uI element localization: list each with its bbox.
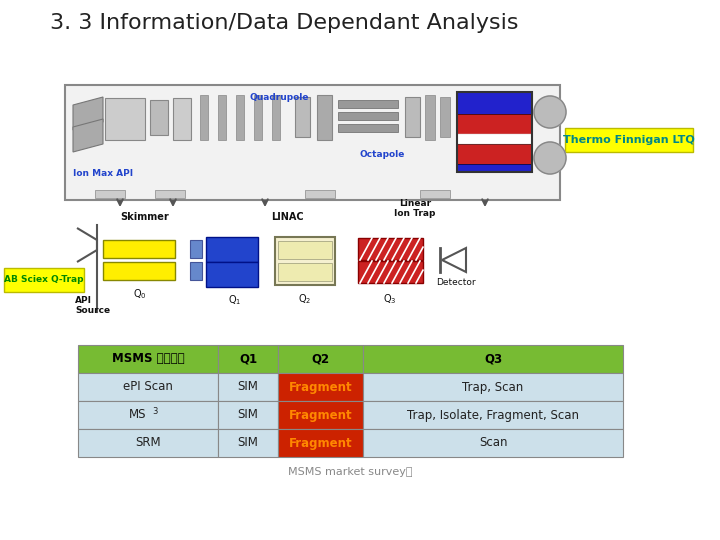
Text: 3: 3	[152, 407, 158, 415]
Bar	[278, 345, 363, 373]
Bar	[155, 190, 185, 198]
Bar	[95, 190, 125, 198]
Bar	[440, 97, 450, 137]
Bar	[363, 345, 623, 373]
Bar	[190, 240, 202, 258]
Bar	[65, 85, 560, 200]
Text: ePI Scan: ePI Scan	[123, 381, 173, 394]
Text: MS: MS	[128, 408, 146, 422]
Bar	[218, 373, 278, 401]
Bar	[338, 100, 398, 108]
Text: Trap, Isolate, Fragment, Scan: Trap, Isolate, Fragment, Scan	[407, 408, 579, 422]
Bar	[272, 95, 280, 140]
Bar	[457, 92, 532, 172]
Text: Thermo Finnigan LTQ: Thermo Finnigan LTQ	[563, 135, 695, 145]
Bar	[278, 429, 363, 457]
Text: 3. 3 Information/Data Dependant Analysis: 3. 3 Information/Data Dependant Analysis	[50, 13, 518, 33]
Bar	[206, 262, 258, 287]
Bar	[425, 95, 435, 140]
Text: Skimmer: Skimmer	[120, 212, 168, 222]
Text: Linear
Ion Trap: Linear Ion Trap	[395, 199, 436, 218]
Text: Q2: Q2	[312, 353, 330, 366]
Bar	[363, 401, 623, 429]
Text: Q3: Q3	[484, 353, 502, 366]
Polygon shape	[73, 97, 103, 130]
Bar	[363, 429, 623, 457]
Text: SIM: SIM	[238, 408, 258, 422]
Text: Octapole: Octapole	[360, 150, 405, 159]
Bar	[278, 401, 363, 429]
Bar	[218, 401, 278, 429]
Bar	[200, 95, 208, 140]
Bar	[275, 237, 335, 285]
Bar	[103, 262, 175, 280]
Text: Q$_2$: Q$_2$	[298, 292, 312, 306]
Bar	[254, 95, 262, 140]
Text: Q$_0$: Q$_0$	[133, 287, 147, 301]
Bar	[218, 429, 278, 457]
Polygon shape	[73, 119, 103, 152]
Bar	[206, 237, 258, 262]
Bar	[218, 95, 226, 140]
Text: Ion Max API: Ion Max API	[73, 169, 133, 178]
Bar	[103, 240, 175, 258]
Bar	[457, 114, 532, 134]
Bar	[105, 98, 145, 140]
Bar	[565, 128, 693, 152]
Bar	[236, 95, 244, 140]
Circle shape	[534, 96, 566, 128]
Text: API
Source: API Source	[75, 295, 110, 315]
Bar	[358, 238, 423, 260]
Text: LINAC: LINAC	[271, 212, 303, 222]
Bar	[190, 262, 202, 280]
Text: SIM: SIM	[238, 381, 258, 394]
Bar	[278, 373, 363, 401]
Bar	[173, 98, 191, 140]
Bar	[338, 124, 398, 132]
Bar	[295, 97, 310, 137]
Text: MSMS market survey용: MSMS market survey용	[288, 467, 413, 477]
Bar	[4, 268, 84, 292]
Bar	[278, 263, 332, 281]
Text: SRM: SRM	[135, 436, 161, 449]
Text: AB Sciex Q-Trap: AB Sciex Q-Trap	[4, 275, 84, 285]
Bar	[420, 190, 450, 198]
Text: Fragment: Fragment	[289, 381, 352, 394]
Text: Q1: Q1	[239, 353, 257, 366]
Circle shape	[534, 142, 566, 174]
Text: Detector: Detector	[436, 278, 476, 287]
Bar	[78, 373, 218, 401]
Text: MSMS 주요기능: MSMS 주요기능	[112, 353, 184, 366]
Bar	[218, 345, 278, 373]
Text: Q$_3$: Q$_3$	[383, 292, 397, 306]
Bar	[457, 92, 532, 114]
Text: Q$_1$: Q$_1$	[228, 293, 242, 307]
Bar	[305, 190, 335, 198]
Bar	[317, 95, 332, 140]
Bar	[78, 401, 218, 429]
Text: Scan: Scan	[479, 436, 508, 449]
Bar	[405, 97, 420, 137]
Bar	[457, 164, 532, 172]
Text: Fragment: Fragment	[289, 408, 352, 422]
Bar	[457, 134, 532, 144]
Bar	[278, 241, 332, 259]
Bar	[150, 100, 168, 135]
Bar	[78, 345, 218, 373]
Bar	[457, 144, 532, 164]
Text: Trap, Scan: Trap, Scan	[462, 381, 523, 394]
Text: Fragment: Fragment	[289, 436, 352, 449]
Bar	[358, 261, 423, 283]
Bar	[338, 112, 398, 120]
Text: Quadrupole: Quadrupole	[250, 93, 310, 102]
Text: SIM: SIM	[238, 436, 258, 449]
Bar	[78, 429, 218, 457]
Bar	[363, 373, 623, 401]
